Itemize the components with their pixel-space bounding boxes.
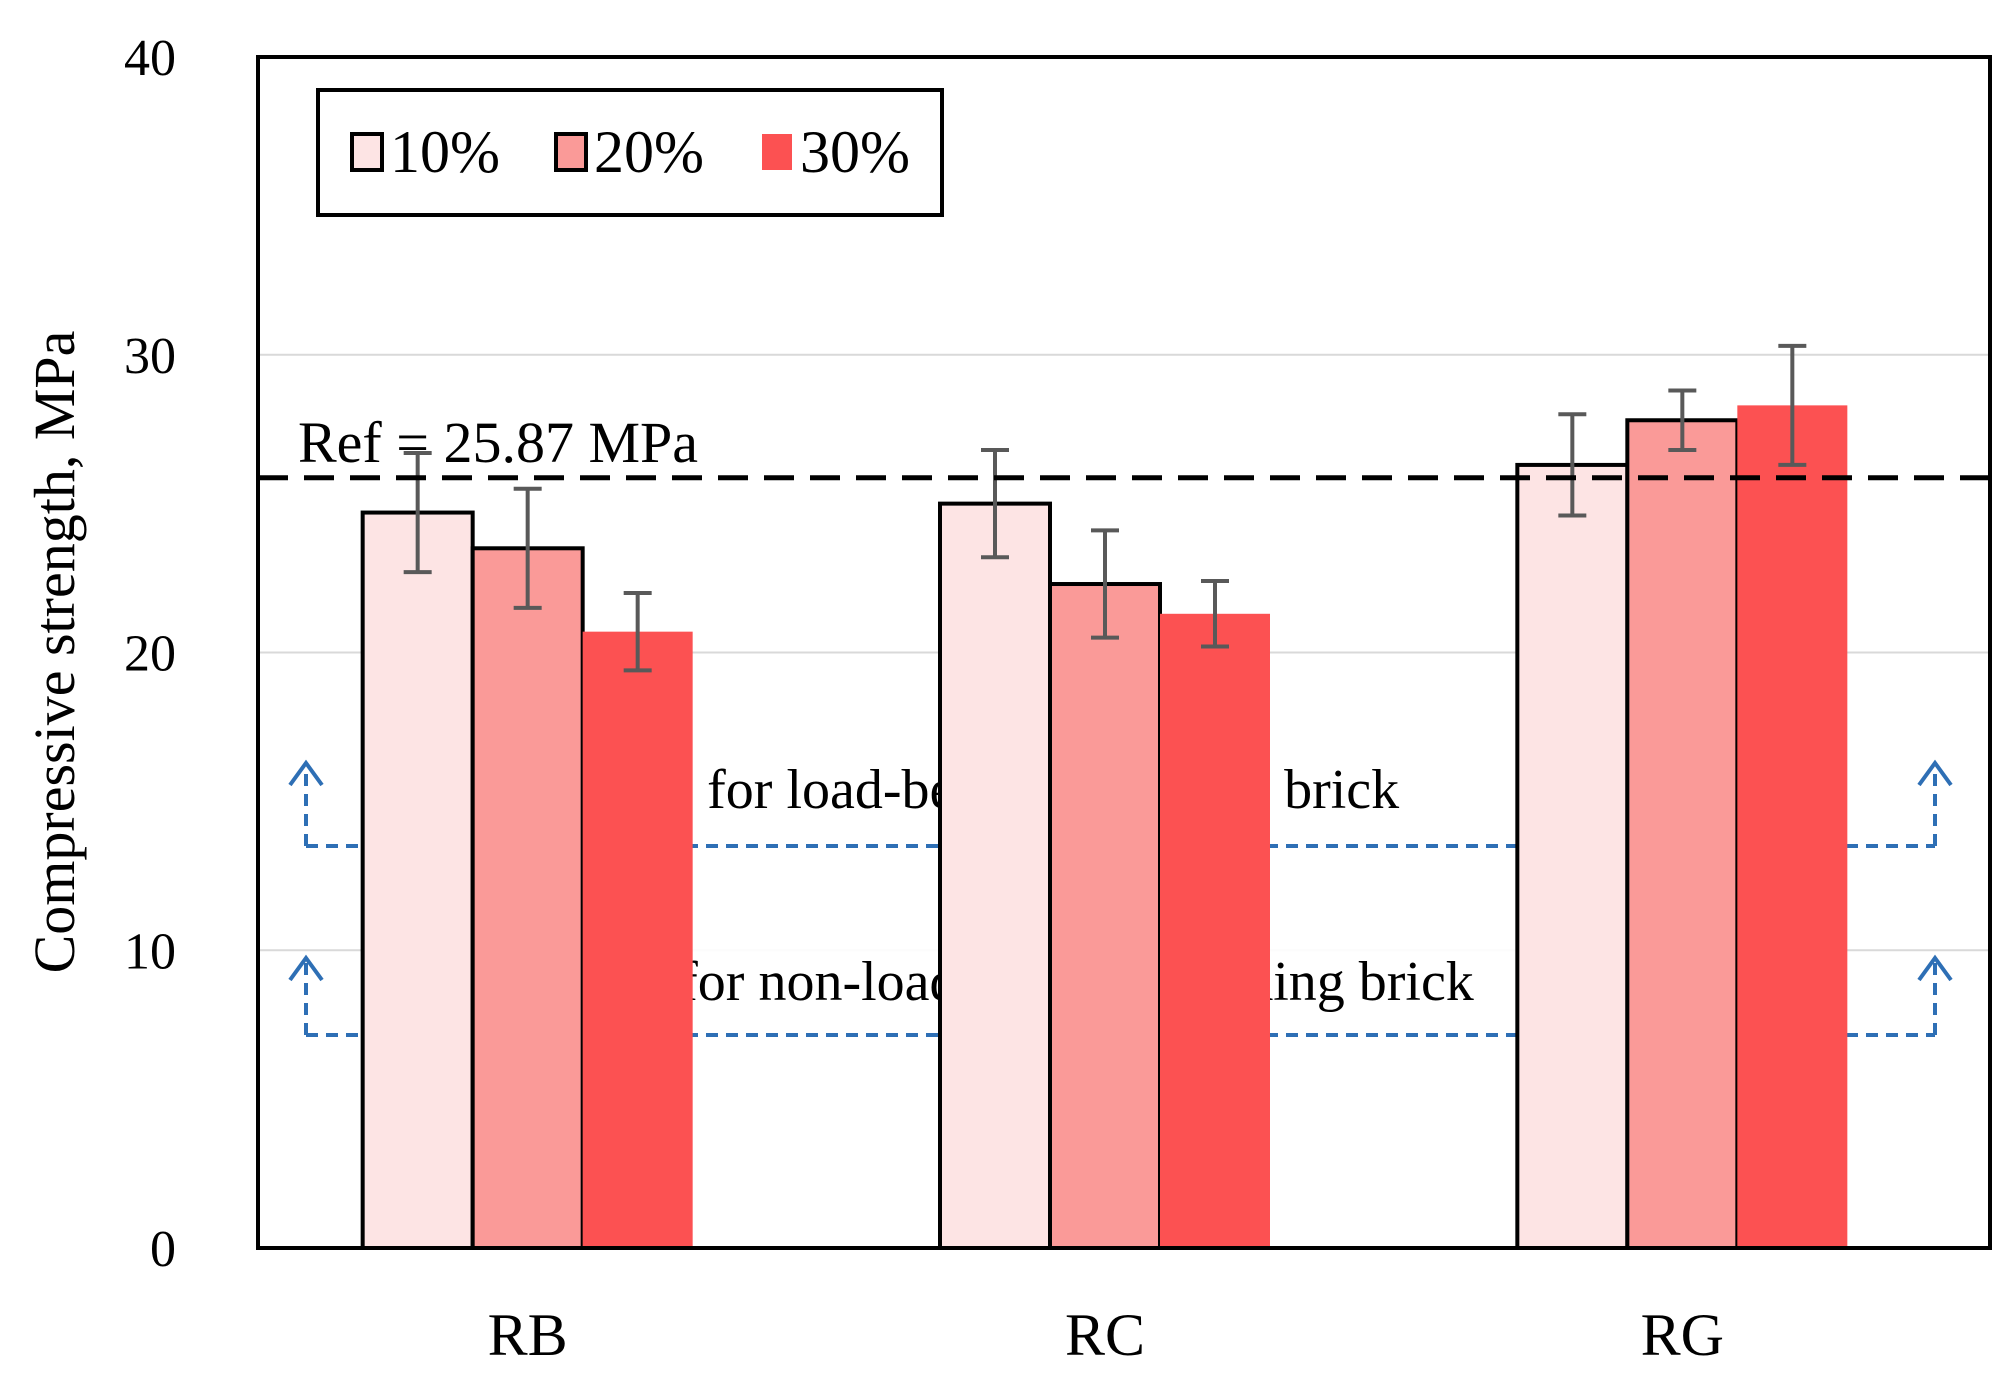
- bar: [582, 631, 693, 1248]
- y-tick-label: 30: [124, 328, 176, 385]
- legend: 10% 20% 30%: [316, 88, 944, 217]
- arrowhead: [1917, 759, 1953, 787]
- legend-swatch: [350, 132, 384, 172]
- y-axis-label: Compressive strength, MPa: [22, 331, 87, 974]
- legend-swatch: [762, 134, 792, 170]
- error-bars: [403, 343, 1807, 673]
- arrowhead: [288, 954, 324, 982]
- bar: [360, 510, 475, 1250]
- bar-series: [360, 405, 1848, 1251]
- legend-swatch: [554, 132, 588, 172]
- bar: [1515, 462, 1630, 1251]
- plot-frame: [256, 55, 1992, 1250]
- reference-line-group: Ref = 25.87 MPa: [258, 410, 1990, 481]
- y-tick-label: 20: [124, 626, 176, 683]
- y-tick-label: 10: [124, 923, 176, 980]
- x-category-label: RB: [488, 1302, 568, 1368]
- bar: [1160, 613, 1270, 1248]
- y-tick-label: 40: [124, 30, 176, 87]
- bar: [1625, 418, 1740, 1250]
- reference-label: Ref = 25.87 MPa: [298, 410, 698, 475]
- arrowhead: [288, 759, 324, 787]
- bar: [1048, 582, 1162, 1250]
- x-category-label: RC: [1065, 1302, 1145, 1368]
- bar: [938, 501, 1052, 1250]
- arrowhead: [1917, 954, 1953, 982]
- axes: 0 10 20 30 40 Compressive strength, MPa RB RC RG: [22, 30, 1992, 1368]
- legend-box: [316, 88, 944, 217]
- bar: [1737, 405, 1848, 1248]
- x-category-label: RG: [1641, 1302, 1724, 1368]
- legend-label: 30%: [800, 119, 910, 185]
- bar: [470, 546, 585, 1250]
- legend-label: 10%: [390, 119, 500, 185]
- y-tick-label: 0: [150, 1221, 176, 1278]
- legend-label: 20%: [594, 119, 704, 185]
